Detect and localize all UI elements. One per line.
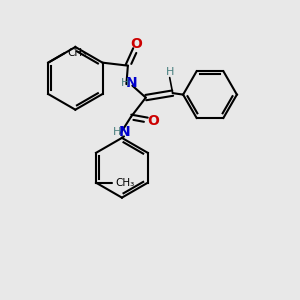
Text: N: N: [119, 125, 131, 139]
Text: CH₃: CH₃: [68, 47, 87, 58]
Text: H: H: [113, 127, 122, 137]
Text: H: H: [121, 78, 129, 88]
Text: N: N: [126, 76, 138, 90]
Text: H: H: [166, 67, 174, 77]
Text: O: O: [147, 114, 159, 128]
Text: CH₃: CH₃: [116, 178, 135, 188]
Text: O: O: [130, 37, 142, 51]
